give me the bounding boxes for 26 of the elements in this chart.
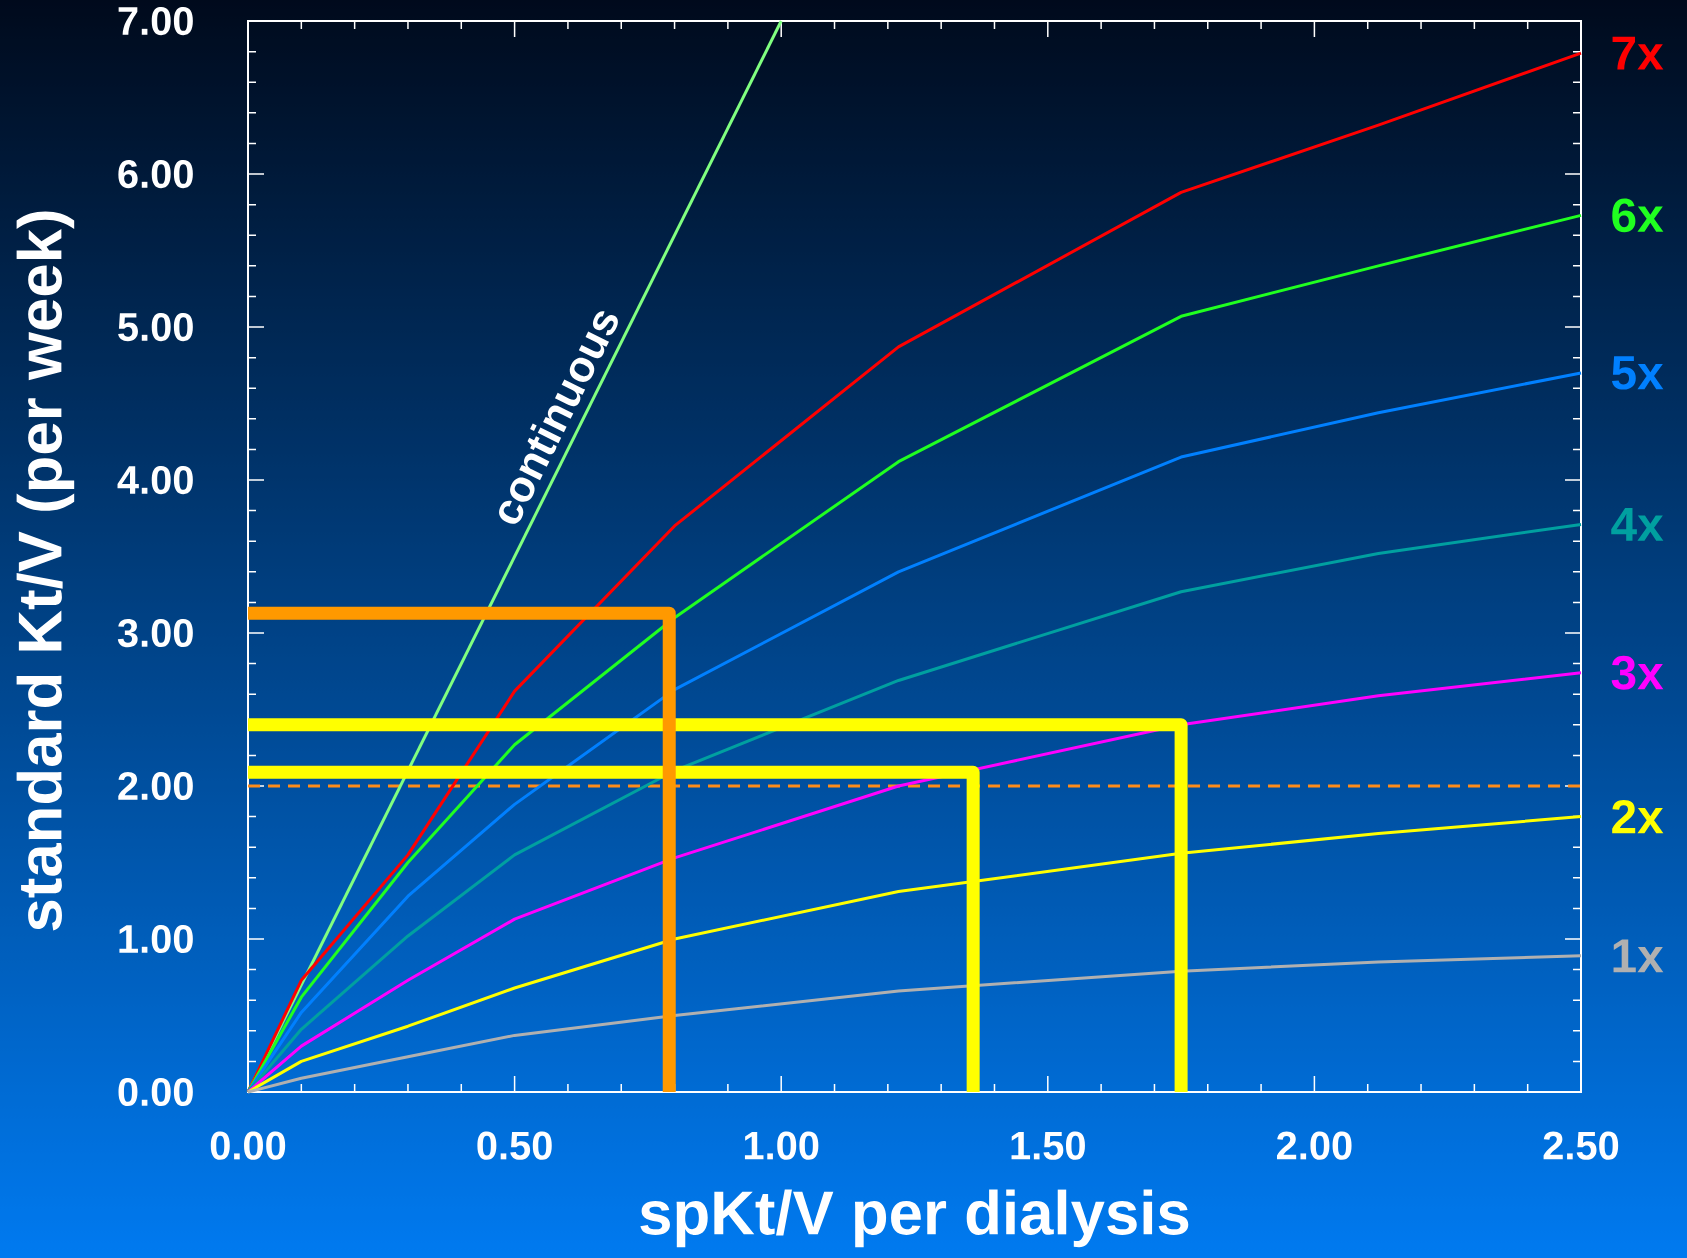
y-tick-label: 4.00 — [117, 465, 193, 495]
line-series — [246, 671, 1583, 1094]
x-tick-label: 1.50 — [1011, 1131, 1085, 1160]
line-series — [246, 522, 1583, 1094]
series-label: 2x — [1612, 799, 1664, 834]
y-tick-label: 0.00 — [118, 1077, 193, 1107]
y-tick-label: 5.00 — [118, 312, 193, 342]
series-label: 6x — [1612, 198, 1664, 233]
x-tick-label: 2.50 — [1543, 1131, 1619, 1160]
y-tick-label: 2.00 — [118, 771, 193, 801]
y-tick-label: 3.00 — [117, 618, 193, 648]
series-label: 4x — [1611, 507, 1664, 541]
y-axis-title: standard Kt/V (per week) — [16, 211, 75, 931]
series-label: 3x — [1611, 655, 1664, 690]
series-label: 5x — [1611, 356, 1664, 390]
y-tick-label: 6.00 — [118, 159, 193, 189]
line-series — [246, 954, 1583, 1094]
x-tick-label: 0.50 — [477, 1131, 552, 1160]
y-tick-label: 7.00 — [118, 6, 193, 36]
y-tick-label: 1.00 — [119, 924, 193, 954]
x-tick-label: 0.00 — [210, 1131, 286, 1160]
series-label: 1x — [1613, 939, 1664, 973]
x-axis-title: spKt/V per dialysis — [640, 1189, 1189, 1248]
series-label: 7x — [1612, 36, 1664, 70]
x-tick-label: 1.00 — [744, 1131, 819, 1160]
x-tick-label: 2.00 — [1277, 1131, 1352, 1160]
